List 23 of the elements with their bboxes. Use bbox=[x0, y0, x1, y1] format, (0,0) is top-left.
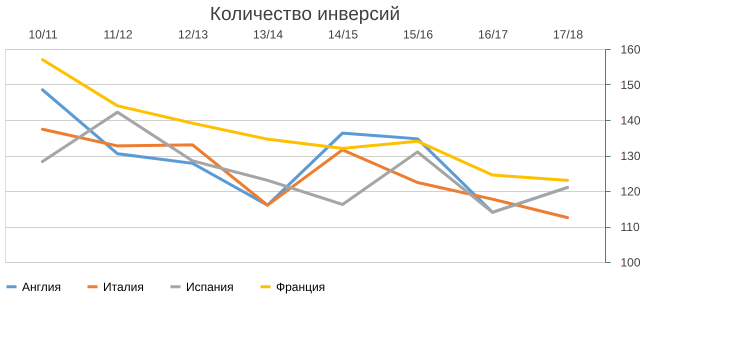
line-series bbox=[41, 58, 569, 182]
line-series bbox=[41, 110, 569, 214]
legend-label: Испания bbox=[186, 280, 234, 294]
chart-title: Количество инверсий bbox=[210, 4, 400, 25]
line-series bbox=[41, 128, 569, 220]
x-tick-label: 12/13 bbox=[178, 28, 208, 42]
x-tick-label: 13/14 bbox=[252, 28, 284, 42]
x-tick-label: 17/18 bbox=[552, 28, 584, 42]
y-tick-label: 100 bbox=[620, 256, 641, 270]
x-tick-label: 14/15 bbox=[328, 28, 358, 42]
x-tick-label: 16/17 bbox=[478, 28, 508, 42]
x-tick-label: 10/11 bbox=[28, 28, 58, 42]
legend-label: Англия bbox=[22, 280, 61, 294]
y-tick-label: 150 bbox=[620, 78, 641, 92]
x-tick-label: 15/16 bbox=[402, 28, 434, 42]
x-tick-label: 11/12 bbox=[103, 28, 133, 42]
y-tick-label: 120 bbox=[620, 184, 641, 198]
y-tick-label: 140 bbox=[620, 114, 641, 128]
y-tick-label: 110 bbox=[620, 220, 640, 234]
legend-label: Италия bbox=[103, 280, 144, 294]
legend-label: Франция bbox=[276, 280, 326, 294]
y-tick-label: 160 bbox=[620, 42, 641, 56]
y-tick-label: 130 bbox=[620, 149, 641, 163]
